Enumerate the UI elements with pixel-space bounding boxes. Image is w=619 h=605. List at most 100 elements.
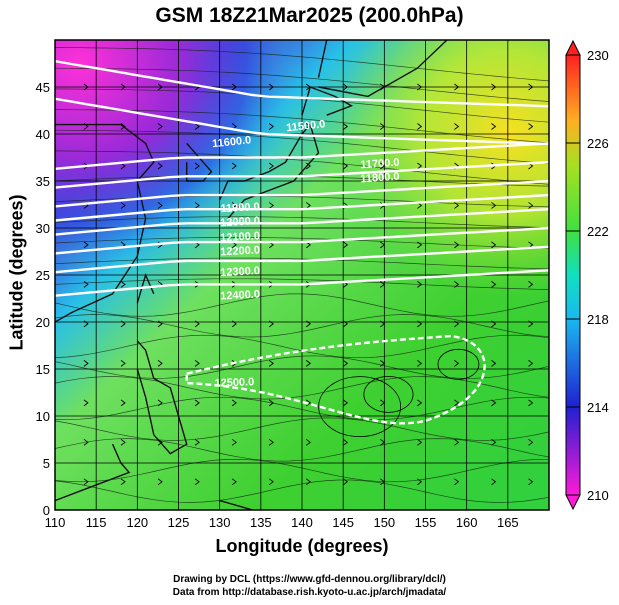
circulation-eddy: [318, 376, 402, 438]
height-contour: [55, 245, 549, 274]
wind-arrow: [491, 123, 497, 130]
wind-arrow: [343, 438, 349, 446]
wind-arrow: [83, 281, 89, 288]
y-tick-label: 0: [43, 503, 50, 518]
wind-arrow: [417, 360, 423, 367]
wind-arrow: [343, 399, 349, 407]
wind-arrow: [268, 438, 274, 446]
colorbar-tick-label: 226: [587, 136, 609, 151]
height-contour: [55, 60, 549, 108]
colorbar-bottom-arrow: [565, 494, 581, 511]
contour-label: 12400.0: [220, 288, 260, 302]
y-axis-ticks: 0 5 10 15 20 25 30 35 40 45: [36, 80, 50, 518]
height-contour: [55, 179, 549, 208]
wind-arrow: [305, 399, 311, 407]
contour-label: 11500.0: [286, 118, 326, 134]
x-tick-label: 125: [168, 515, 190, 530]
x-tick-label: 140: [291, 515, 313, 530]
wind-arrow: [417, 438, 423, 446]
coastline: [55, 443, 131, 502]
y-tick-label: 40: [36, 127, 50, 142]
x-tick-label: 110: [45, 515, 66, 530]
wind-arrow: [454, 241, 460, 249]
wind-arrow: [343, 241, 349, 249]
y-tick-label: 15: [36, 362, 50, 377]
y-tick-label: 45: [36, 80, 50, 95]
x-tick-label: 120: [126, 515, 148, 530]
x-tick-label: 165: [497, 515, 519, 530]
wind-arrow: [83, 399, 89, 407]
chart-title: GSM 18Z21Mar2025 (200.0hPa): [155, 4, 464, 27]
wind-arrow: [120, 438, 126, 446]
wind-arrow: [194, 202, 200, 209]
y-axis-label: Latitude (degrees): [6, 194, 27, 351]
wind-arrow: [194, 399, 200, 407]
contour-label: 12300.0: [220, 265, 260, 279]
height-contour: [55, 142, 549, 170]
wind-arrow: [120, 202, 126, 209]
wind-arrow: [231, 162, 237, 170]
wind-arrow: [157, 123, 163, 130]
height-contour-12500: [185, 334, 486, 425]
x-tick-label: 145: [332, 515, 354, 530]
y-tick-label: 5: [43, 456, 50, 471]
wind-arrow: [268, 360, 274, 367]
x-tick-label: 115: [86, 515, 107, 530]
colorbar-tick-label: 218: [587, 312, 609, 327]
wind-arrow: [194, 123, 200, 130]
credit-data-source: Data from http://database.rish.kyoto-u.a…: [172, 587, 447, 598]
wind-arrow: [83, 241, 89, 249]
colorbar-tick-label: 214: [587, 400, 609, 415]
circulation-eddy: [437, 348, 480, 380]
x-tick-label: 135: [250, 515, 272, 530]
wind-arrow: [305, 360, 311, 367]
contour-label: 11900.0: [220, 201, 260, 215]
wind-arrow: [157, 202, 163, 209]
wind-arrow: [120, 281, 126, 288]
wind-arrow: [454, 202, 460, 209]
x-tick-label: 160: [456, 515, 478, 530]
wind-arrow: [305, 162, 311, 170]
height-contour: [55, 161, 549, 189]
plot-frame: [54, 39, 550, 511]
x-tick-label: 150: [373, 515, 395, 530]
y-tick-label: 20: [36, 315, 50, 330]
wind-arrow: [454, 281, 460, 288]
wind-arrow: [194, 360, 200, 367]
wind-arrow: [417, 241, 423, 249]
wind-arrow: [305, 202, 311, 209]
wind-arrow: [83, 360, 89, 367]
wind-arrow: [231, 399, 237, 407]
wind-arrow: [528, 123, 534, 130]
credit-dcl: Drawing by DCL (https://www.gfd-dennou.o…: [173, 574, 446, 585]
wind-arrow: [157, 162, 163, 170]
x-axis-label: Longitude (degrees): [215, 536, 389, 556]
wind-arrow: [305, 123, 311, 130]
wind-arrow: [343, 162, 349, 170]
contour-label: 11600.0: [212, 134, 252, 150]
wind-arrow: [343, 123, 349, 130]
wind-arrow: [194, 438, 200, 446]
wind-arrow: [157, 399, 163, 407]
wind-arrow: [120, 123, 126, 130]
wind-arrow: [157, 438, 163, 446]
wind-arrow: [120, 162, 126, 170]
wind-arrow: [491, 360, 497, 367]
wind-arrow: [120, 478, 126, 486]
wind-arrow: [268, 478, 274, 486]
wind-arrow: [491, 438, 497, 446]
wind-arrow: [491, 202, 497, 209]
wind-arrow: [268, 162, 274, 170]
contour-label: 11800.0: [360, 171, 400, 186]
x-tick-label: 130: [209, 515, 231, 530]
height-contour: [55, 226, 549, 255]
y-tick-label: 10: [36, 409, 50, 424]
wind-arrow: [454, 438, 460, 446]
wind-arrow: [454, 123, 460, 130]
wind-arrow: [305, 478, 311, 486]
wind-arrow: [491, 241, 497, 249]
wind-arrow: [268, 202, 274, 209]
wind-arrow: [417, 123, 423, 130]
